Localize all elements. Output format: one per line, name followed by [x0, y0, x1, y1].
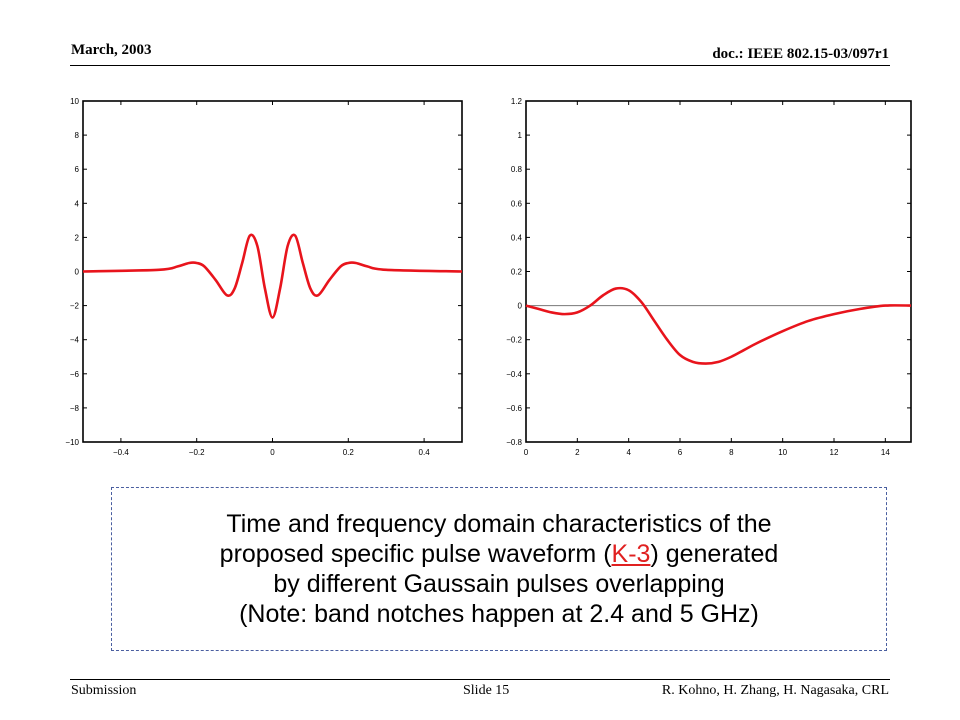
- freq-domain-ytick-label: 0.2: [511, 268, 523, 277]
- caption-line-2-pre: proposed specific pulse waveform (: [219, 540, 612, 568]
- header-date: March, 2003: [71, 42, 152, 58]
- time-domain-ytick-label: 10: [70, 97, 79, 106]
- time-domain-ytick-label: −10: [65, 438, 79, 447]
- caption-line-2-post: ) generated: [650, 540, 779, 568]
- freq-domain-ytick-label: −0.2: [506, 336, 522, 345]
- footer-submission: Submission: [71, 683, 137, 698]
- freq-domain-xtick-label: 12: [830, 448, 839, 457]
- header-doc-id: doc.: IEEE 802.15-03/097r1: [712, 46, 889, 62]
- time-domain-ytick-label: −6: [70, 370, 80, 379]
- caption-line-2: proposed specific pulse waveform (K-3) g…: [220, 539, 779, 569]
- time-domain-ytick-label: −2: [70, 302, 80, 311]
- time-domain-xtick-label: −0.4: [113, 448, 129, 457]
- freq-domain-xtick-label: 10: [778, 448, 787, 457]
- time-domain-ytick-label: 0: [75, 268, 80, 277]
- time-domain-ytick-label: −8: [70, 404, 80, 413]
- freq-domain-xtick-label: 4: [626, 448, 631, 457]
- freq-domain-ytick-label: −0.8: [506, 438, 522, 447]
- time-domain-xtick-label: 0.2: [343, 448, 355, 457]
- freq-domain-xtick-label: 14: [881, 448, 890, 457]
- freq-domain-series-line: [525, 286, 912, 365]
- time-domain-xtick-label: −0.2: [189, 448, 205, 457]
- caption-line-1: Time and frequency domain characteristic…: [226, 510, 772, 538]
- time-domain-ytick-label: 2: [75, 233, 80, 242]
- freq-domain-ytick-label: 0.4: [511, 233, 523, 242]
- time-domain-series-line: [82, 233, 463, 319]
- freq-domain-xtick-label: 8: [729, 448, 734, 457]
- freq-domain-plot-frame: [525, 100, 912, 443]
- footer-authors: R. Kohno, H. Zhang, H. Nagasaka, CRL: [661, 683, 889, 698]
- time-domain-ytick-label: 8: [75, 131, 80, 140]
- caption-box: Time and frequency domain characteristic…: [111, 487, 887, 651]
- caption-line-3: by different Gaussain pulses overlapping: [273, 570, 725, 598]
- time-domain-ytick-label: 4: [75, 199, 80, 208]
- freq-domain-xtick-label: 0: [524, 448, 529, 457]
- time-domain-xtick-label: 0: [270, 448, 275, 457]
- footer-divider: [70, 679, 890, 680]
- footer-slide-number: Slide 15: [463, 683, 510, 698]
- freq-domain-xtick-label: 6: [678, 448, 683, 457]
- freq-domain-ytick-label: 1: [518, 131, 523, 140]
- time-domain-ytick-label: 6: [75, 165, 80, 174]
- freq-domain-ytick-label: −0.6: [506, 404, 522, 413]
- caption-line-4: (Note: band notches happen at 2.4 and 5 …: [239, 600, 759, 628]
- freq-domain-ytick-label: −0.4: [506, 370, 522, 379]
- freq-domain-ytick-label: 0.6: [511, 199, 523, 208]
- freq-domain-ytick-label: 0: [518, 302, 523, 311]
- time-domain-xtick-label: 0.4: [419, 448, 431, 457]
- time-domain-ytick-label: −4: [70, 336, 80, 345]
- k3-link[interactable]: K-3: [611, 540, 651, 568]
- freq-domain-ytick-label: 1.2: [511, 97, 523, 106]
- freq-domain-xtick-label: 2: [575, 448, 580, 457]
- freq-domain-ytick-label: 0.8: [511, 165, 523, 174]
- header-divider: [70, 65, 890, 66]
